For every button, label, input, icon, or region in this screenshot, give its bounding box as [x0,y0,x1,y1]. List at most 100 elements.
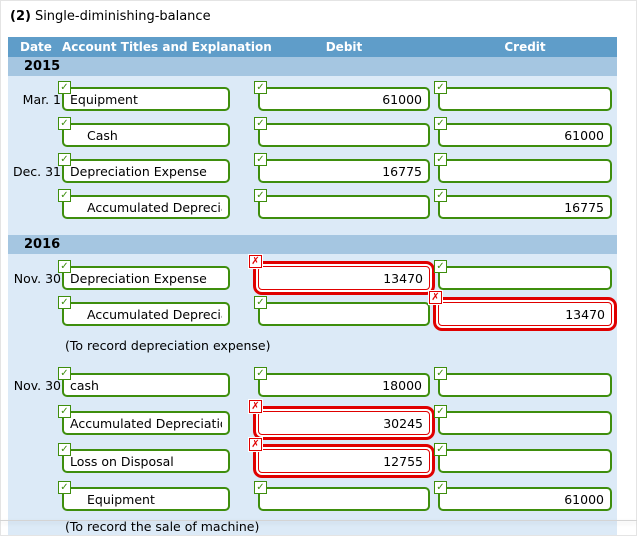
debit-value: 30245 [383,415,423,431]
correct-check-icon: ✓ [58,367,71,380]
account-input[interactable]: ✓ Loss on Disposal [58,443,230,473]
credit-input[interactable]: ✓ 61000 [434,481,612,511]
correct-check-icon: ✓ [58,189,71,202]
account-input[interactable]: ✓ Accumulated Depreciation [58,405,230,435]
account-value: Equipment [87,491,155,507]
date-label: Nov. 30 [13,377,61,393]
incorrect-x-icon: ✗ [249,255,262,268]
date-label [8,411,62,435]
correct-check-icon: ✓ [254,367,267,380]
debit-input[interactable]: ✗ 12755 [249,438,430,473]
incorrect-x-icon: ✗ [249,400,262,413]
account-input[interactable]: ✓ Equipment [58,481,230,511]
correct-check-icon: ✓ [58,117,71,130]
account-input[interactable]: ✓ Depreciation Expense [58,153,230,183]
credit-input[interactable]: ✓ 61000 [434,117,612,147]
correct-check-icon: ✓ [434,189,447,202]
correct-check-icon: ✓ [434,481,447,494]
column-header-account: Account Titles and Explanation [62,40,272,54]
account-cell: ✓ Accumulated Depreciati [58,189,230,219]
correct-check-icon: ✓ [58,81,71,94]
journal-row: ✓ Accumulated Depreciati ✓ ✓ 16775 [8,189,612,219]
account-value: Loss on Disposal [70,453,174,469]
credit-value: 13470 [565,306,605,322]
credit-input[interactable]: ✓ 16775 [434,189,612,219]
exercise-number: (2) [10,9,31,24]
debit-value: 13470 [383,270,423,286]
account-input[interactable]: ✓ cash [58,367,230,397]
exercise-title-text: Single-diminishing-balance [34,9,211,24]
credit-input[interactable]: ✓ [434,153,612,183]
credit-input[interactable]: ✓ [434,81,612,111]
account-value: Accumulated Depreciati [87,199,222,215]
credit-value: 16775 [564,199,604,215]
correct-check-icon: ✓ [434,260,447,273]
correct-check-icon: ✓ [434,367,447,380]
entry-caption: (To record depreciation expense) [65,338,271,353]
debit-input[interactable]: ✗ 30245 [249,400,430,435]
account-value: Accumulated Depreciation [70,415,222,431]
credit-input[interactable]: ✓ [434,405,612,435]
debit-input[interactable]: ✗ 13470 [249,255,430,290]
date-label [8,449,62,473]
credit-cell: ✓ 61000 [434,481,612,511]
credit-input[interactable]: ✓ [434,367,612,397]
journal-row: ✓ Equipment ✓ ✓ 61000 [8,481,612,511]
account-input[interactable]: ✓ Equipment [58,81,230,111]
account-value: Accumulated Depreciati [87,306,222,322]
credit-cell: ✗ 13470 [429,291,612,326]
debit-cell: ✓ 16775 [254,153,430,183]
credit-cell: ✓ [434,260,612,290]
account-value: Equipment [70,91,138,107]
debit-cell: ✓ 18000 [254,367,430,397]
correct-check-icon: ✓ [434,443,447,456]
debit-value: 61000 [382,91,422,107]
credit-cell: ✓ [434,153,612,183]
account-value: Cash [87,127,118,143]
debit-input[interactable]: ✓ [254,296,430,326]
date-label [8,195,62,219]
account-cell: ✓ Depreciation Expense [58,260,230,290]
account-value: cash [70,377,99,393]
debit-input[interactable]: ✓ [254,117,430,147]
correct-check-icon: ✓ [58,260,71,273]
credit-input[interactable]: ✓ [434,260,612,290]
credit-value: 61000 [564,127,604,143]
correct-check-icon: ✓ [58,443,71,456]
journal-row: Nov. 30 ✓ cash ✓ 18000 ✓ [8,367,612,397]
exercise-title: (2) Single-diminishing-balance [0,0,637,25]
debit-value: 18000 [382,377,422,393]
correct-check-icon: ✓ [254,81,267,94]
account-cell: ✓ Accumulated Depreciati [58,296,230,326]
credit-input[interactable]: ✗ 13470 [429,291,612,326]
debit-cell: ✓ [254,117,430,147]
debit-input[interactable]: ✓ [254,189,430,219]
debit-input[interactable]: ✓ [254,481,430,511]
debit-cell: ✗ 30245 [249,400,430,435]
debit-cell: ✓ 61000 [254,81,430,111]
journal-row: ✓ Accumulated Depreciation ✗ 30245 ✓ [8,400,612,435]
incorrect-x-icon: ✗ [429,291,442,304]
date-label: Mar. 1 [22,91,61,107]
account-input[interactable]: ✓ Depreciation Expense [58,260,230,290]
column-header-credit: Credit [504,40,546,54]
credit-input[interactable]: ✓ [434,443,612,473]
debit-input[interactable]: ✓ 61000 [254,81,430,111]
journal-row: Dec. 31 ✓ Depreciation Expense ✓ 16775 ✓ [8,153,612,183]
correct-check-icon: ✓ [254,189,267,202]
column-header-date: Date [20,40,52,54]
account-input[interactable]: ✓ Accumulated Depreciati [58,296,230,326]
debit-value: 16775 [382,163,422,179]
account-input[interactable]: ✓ Cash [58,117,230,147]
account-input[interactable]: ✓ Accumulated Depreciati [58,189,230,219]
debit-input[interactable]: ✓ 18000 [254,367,430,397]
account-cell: ✓ Equipment [58,481,230,511]
debit-cell: ✓ [254,296,430,326]
journal-row: Nov. 30 ✓ Depreciation Expense ✗ 13470 ✓ [8,255,612,290]
correct-check-icon: ✓ [434,81,447,94]
incorrect-x-icon: ✗ [249,438,262,451]
section-rows: Mar. 1 ✓ Equipment ✓ 61000 ✓ ✓ Cash ✓ ✓ 61000 Dec. … [8,76,617,235]
account-value: Depreciation Expense [70,163,207,179]
debit-input[interactable]: ✓ 16775 [254,153,430,183]
date-label [8,302,62,326]
